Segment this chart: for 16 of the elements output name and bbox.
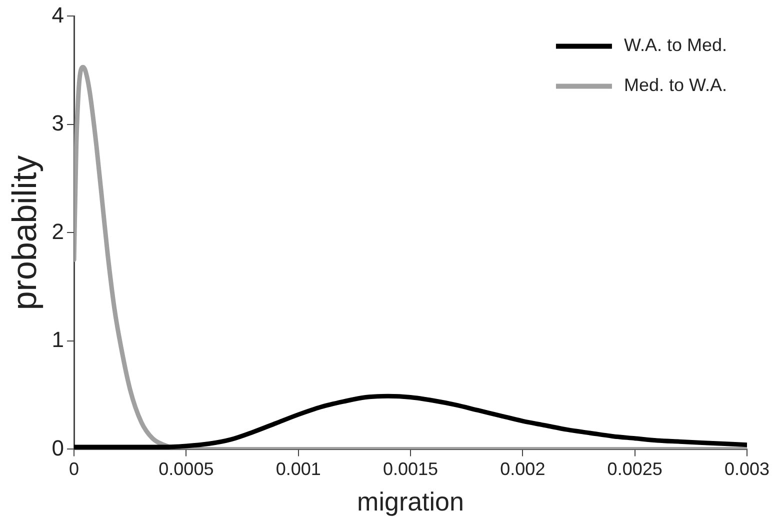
- x-tick-label: 0.0025: [607, 458, 662, 479]
- y-tick-label: 1: [52, 327, 64, 352]
- x-tick-label: 0.001: [276, 458, 321, 479]
- x-tick-label: 0.0015: [382, 458, 438, 479]
- x-axis-title: migration: [357, 486, 464, 517]
- y-tick-label: 4: [52, 2, 64, 28]
- x-tick-label: 0.003: [724, 458, 770, 479]
- x-tick-label: 0: [69, 458, 80, 479]
- y-tick-label: 0: [52, 435, 64, 460]
- legend-label: W.A. to Med.: [624, 35, 728, 56]
- y-tick-label: 2: [52, 218, 64, 244]
- x-tick-label: 0.002: [500, 458, 546, 479]
- x-tick-label: 0.0005: [158, 458, 214, 479]
- legend-label: Med. to W.A.: [624, 75, 728, 96]
- y-tick-label: 3: [52, 110, 64, 136]
- y-axis-title: probability: [6, 155, 44, 310]
